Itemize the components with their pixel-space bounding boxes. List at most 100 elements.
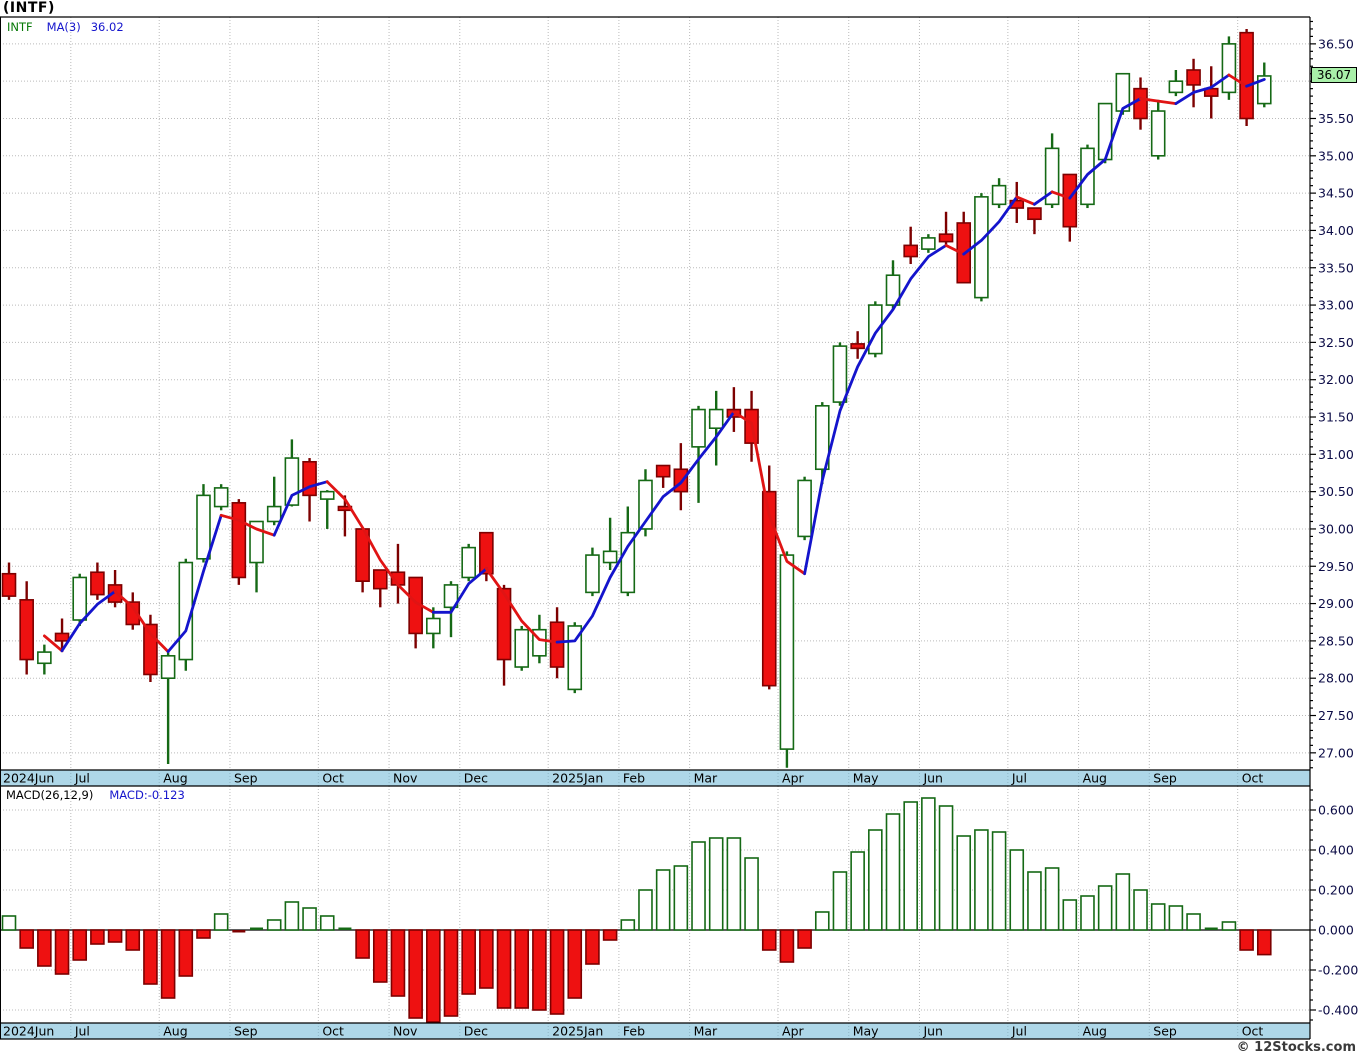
ma3-line-segment	[1033, 190, 1054, 206]
ma3-line-segment	[555, 410, 736, 644]
month-label: Oct	[1242, 771, 1264, 786]
macd-bar-negative	[390, 929, 406, 997]
watermark: © 12Stocks.com	[1236, 1040, 1356, 1055]
main-chart-legend: INTF MA(3) 36.02	[7, 20, 124, 34]
macd-bar-negative	[602, 929, 618, 941]
price-axis-label: 36.50	[1318, 36, 1354, 51]
macd-bar-negative	[461, 929, 476, 995]
ma3-line-segment	[431, 567, 488, 614]
macd-bar-flat	[338, 927, 352, 930]
macd-bar-positive	[921, 797, 936, 931]
macd-bar-negative	[372, 929, 388, 983]
month-label: Jul	[1011, 771, 1027, 786]
candle-body	[319, 490, 335, 500]
candle-body	[249, 520, 264, 564]
ma3-line-segment	[166, 513, 223, 653]
candle-body	[673, 468, 689, 493]
ma3-line-segment	[1015, 195, 1036, 206]
month-label: Nov	[393, 1024, 418, 1039]
month-strip-top	[0, 770, 1310, 786]
ma3-line-segment	[272, 480, 329, 537]
ma3-line-segment	[803, 243, 948, 576]
candle-body	[1133, 87, 1148, 120]
candle-body	[885, 274, 901, 306]
month-label: Jul	[1011, 1024, 1027, 1039]
candle-body	[585, 554, 600, 594]
candle-body	[1239, 31, 1254, 120]
symbol-label: INTF	[7, 20, 33, 34]
price-axis-label: 33.00	[1318, 298, 1354, 313]
candle-body	[938, 233, 954, 243]
macd-bar-positive	[1150, 903, 1166, 931]
price-axis-label: 32.50	[1318, 335, 1354, 350]
macd-bar-negative	[426, 929, 441, 1023]
price-axis-label: 35.50	[1318, 111, 1354, 126]
month-label: May	[853, 1024, 879, 1039]
ma-label: MA(3)	[46, 20, 81, 34]
candle-body	[372, 569, 388, 590]
candle-body	[496, 587, 512, 661]
macd-bar-negative	[196, 929, 211, 939]
month-label: Sep	[1153, 1024, 1177, 1039]
ma3-line-segment	[325, 480, 435, 614]
candle-body	[479, 531, 494, 575]
macd-bar-negative	[143, 929, 158, 985]
candle-body	[266, 505, 282, 523]
macd-bar-negative	[72, 929, 88, 961]
ma-value: 36.02	[90, 20, 124, 34]
macd-bar-positive	[726, 837, 742, 931]
month-label: Mar	[694, 771, 718, 786]
macd-bar-positive	[868, 829, 883, 931]
macd-bar-positive	[1009, 849, 1025, 931]
candle-body	[974, 196, 989, 299]
macd-bar-positive	[1168, 905, 1184, 931]
last-price-badge: 36.07	[1311, 67, 1357, 83]
candle-body	[549, 621, 565, 668]
candle-body	[231, 502, 247, 579]
candle-body	[602, 550, 618, 564]
month-label: Dec	[464, 1024, 488, 1039]
candle-body	[72, 576, 88, 621]
macd-value-label: MACD:-0.123	[109, 788, 185, 802]
macd-legend: MACD(26,12,9) MACD:-0.123	[6, 788, 185, 802]
macd-bar-positive	[691, 841, 706, 931]
candle-body	[1044, 147, 1060, 206]
macd-bar-flat	[1204, 927, 1218, 930]
macd-axis-label: 0.400	[1318, 843, 1354, 858]
ma3-line-segment	[60, 590, 117, 653]
macd-bar-positive	[708, 837, 724, 931]
page-title: (INTF)	[3, 0, 55, 16]
macd-bar-positive	[319, 915, 335, 931]
candle-body	[1168, 80, 1184, 94]
month-label: Mar	[694, 1024, 718, 1039]
month-label: Jul	[74, 771, 90, 786]
candle-body	[1186, 69, 1201, 86]
candle-body	[107, 584, 123, 603]
month-strip-bottom	[0, 1023, 1310, 1039]
macd-bar-negative	[125, 929, 141, 951]
month-label: 2024Jun	[3, 1024, 54, 1039]
candle-body	[1062, 173, 1078, 228]
price-axis-label: 34.50	[1318, 186, 1354, 201]
candle-body	[921, 237, 936, 250]
macd-bar-positive	[1097, 885, 1113, 931]
macd-bar-positive	[213, 913, 229, 931]
candle-body	[1221, 43, 1237, 94]
macd-bar-negative	[761, 929, 777, 951]
macd-bar-positive	[850, 851, 865, 931]
ma3-line-segment	[1227, 73, 1248, 88]
macd-bar-positive	[832, 871, 848, 931]
macd-bar-positive	[266, 919, 282, 931]
macd-bar-negative	[585, 929, 600, 965]
macd-bar-positive	[1044, 867, 1060, 931]
macd-bar-negative	[496, 929, 512, 1009]
ma3-line-segment	[1174, 73, 1231, 105]
ma3-line-segment	[219, 513, 276, 537]
ma3-line-segment	[732, 410, 806, 576]
macd-bar-positive	[284, 901, 300, 931]
month-label: Aug	[1083, 771, 1107, 786]
month-label: 2025Jan	[552, 1024, 603, 1039]
price-axis-label: 28.00	[1318, 671, 1354, 686]
price-axis-label: 30.00	[1318, 521, 1354, 536]
